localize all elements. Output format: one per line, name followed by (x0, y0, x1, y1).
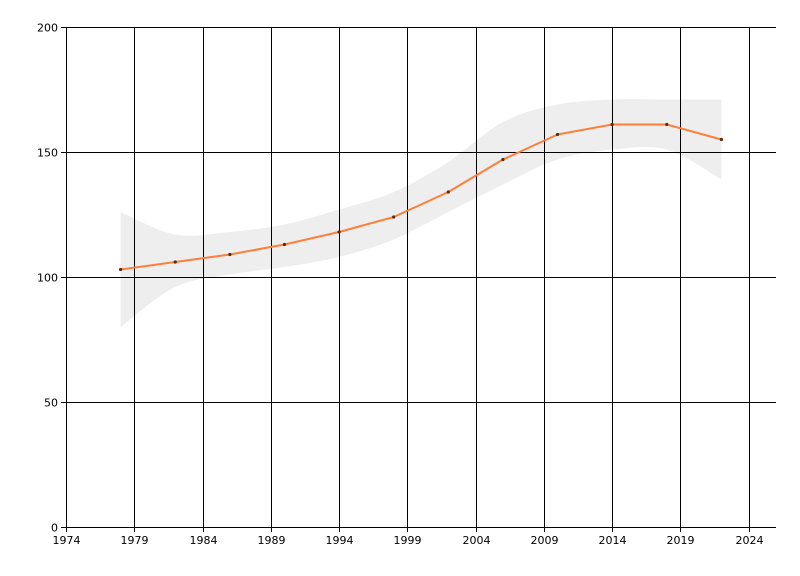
series-line (120, 123, 722, 271)
y-tick-label: 100 (37, 272, 58, 285)
data-point (282, 242, 287, 247)
confidence-band (120, 99, 722, 327)
data-point (719, 137, 723, 142)
confidence-band-layer (120, 99, 722, 327)
x-tick-label: 2024 (736, 534, 764, 547)
x-tick-label: 1974 (53, 534, 81, 547)
y-tick-label: 50 (44, 397, 58, 410)
data-point (555, 132, 560, 137)
data-point (228, 252, 232, 257)
tick-labels: 1974 1979 1984 1989 1994 1999 2004 2009 2014 2019… (37, 22, 764, 548)
data-point (119, 267, 123, 272)
x-tick-label: 1984 (190, 534, 218, 547)
data-point (337, 230, 341, 234)
series-layer (119, 122, 723, 272)
data-point (446, 190, 450, 194)
x-tick-label: 2019 (667, 534, 695, 547)
x-tick-label: 1989 (258, 534, 286, 547)
x-tick-label: 1994 (326, 534, 354, 547)
x-tick-label: 2009 (531, 534, 559, 547)
x-tick-label: 1999 (394, 534, 422, 547)
y-tick-label: 200 (37, 22, 58, 35)
x-tick-label: 2014 (599, 534, 627, 547)
y-tick-label: 0 (51, 522, 58, 535)
axes (61, 27, 776, 532)
data-point (665, 122, 669, 127)
x-tick-label: 2004 (463, 534, 491, 547)
data-point (173, 260, 177, 264)
data-point (501, 157, 505, 162)
x-tick-label: 1979 (121, 534, 149, 547)
grid-layer (66, 27, 776, 527)
data-point (610, 122, 614, 127)
y-tick-label: 150 (37, 147, 58, 160)
data-point (392, 215, 396, 219)
